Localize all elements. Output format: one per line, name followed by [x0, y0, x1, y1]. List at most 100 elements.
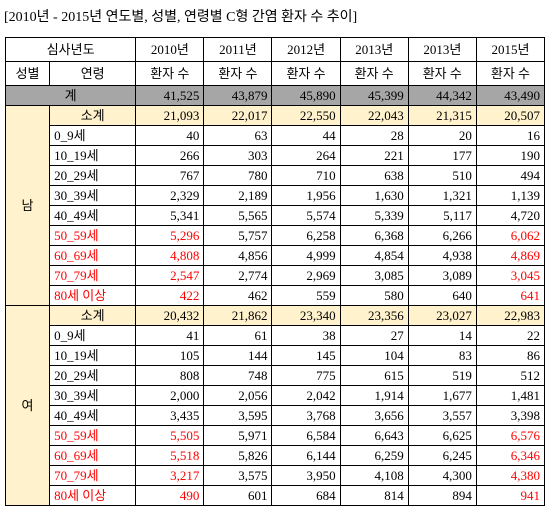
value-cell: 23,356 — [339, 305, 409, 326]
value-cell: 2,042 — [271, 385, 341, 406]
value-cell: 1,139 — [475, 185, 546, 206]
value-cell: 144 — [203, 345, 273, 366]
value-cell: 941 — [475, 485, 546, 506]
value-cell: 5,565 — [203, 205, 273, 226]
value-cell: 494 — [475, 165, 546, 186]
age-label: 40_49세 — [49, 205, 137, 226]
value-cell: 2,000 — [135, 385, 205, 406]
value-cell: 641 — [475, 285, 546, 306]
data-row: 70_79세 3,217 3,575 3,950 4,108 4,300 4,380 — [6, 465, 546, 486]
value-cell: 83 — [407, 345, 477, 366]
age-label: 70_79세 — [49, 265, 137, 286]
header-cell: 환자 수 — [135, 61, 205, 86]
value-cell: 177 — [407, 145, 477, 166]
data-row: 80세 이상 490 601 684 814 894 941 — [6, 485, 546, 506]
table: 심사년도 2010년 2011년 2012년 2013년 2013년 2015년 성별 연령 환자… — [4, 37, 546, 506]
subtotal-row: 여 소계 20,432 21,862 23,340 23,356 23,027 22,983 — [4, 305, 546, 506]
header-cell: 환자 수 — [271, 61, 341, 86]
value-cell: 767 — [135, 165, 205, 186]
value-cell: 519 — [407, 365, 477, 386]
age-label: 10_19세 — [49, 145, 137, 166]
value-cell: 6,245 — [407, 445, 477, 466]
value-cell: 2,056 — [203, 385, 273, 406]
age-label: 80세 이상 — [49, 485, 137, 506]
value-cell: 2,774 — [203, 265, 273, 286]
value-cell: 264 — [271, 145, 341, 166]
age-label: 60_69세 — [49, 245, 137, 266]
value-cell: 2,547 — [135, 265, 205, 286]
value-cell: 4,720 — [475, 205, 546, 226]
value-cell: 6,584 — [271, 425, 341, 446]
data-row: 80세 이상 422 462 559 580 640 641 — [6, 285, 546, 306]
sex-cell: 남 — [4, 105, 51, 306]
year-cell: 2010년 — [135, 37, 205, 62]
age-label: 소계 — [49, 305, 137, 326]
header-cell: 심사년도 — [4, 37, 137, 62]
data-row: 10_19세 105 144 145 104 83 86 — [6, 345, 546, 366]
total-value: 45,399 — [339, 85, 409, 106]
data-row: 60_69세 4,808 4,856 4,999 4,854 4,938 4,869 — [6, 245, 546, 266]
value-cell: 2,969 — [271, 265, 341, 286]
value-cell: 22,983 — [475, 305, 546, 326]
value-cell: 86 — [475, 345, 546, 366]
data-row: 50_59세 5,505 5,971 6,584 6,643 6,625 6,576 — [6, 425, 546, 446]
value-cell: 4,808 — [135, 245, 205, 266]
age-label: 0_9세 — [49, 125, 137, 146]
value-cell: 894 — [407, 485, 477, 506]
value-cell: 1,677 — [407, 385, 477, 406]
value-cell: 601 — [203, 485, 273, 506]
age-label: 50_59세 — [49, 425, 137, 446]
value-cell: 684 — [271, 485, 341, 506]
value-cell: 775 — [271, 365, 341, 386]
value-cell: 462 — [203, 285, 273, 306]
value-cell: 44 — [271, 125, 341, 146]
value-cell: 6,368 — [339, 225, 409, 246]
data-row: 20_29세 767 780 710 638 510 494 — [6, 165, 546, 186]
year-cell: 2013년 — [339, 37, 409, 62]
value-cell: 3,435 — [135, 405, 205, 426]
data-row: 60_69세 5,518 5,826 6,144 6,259 6,245 6,346 — [6, 445, 546, 466]
total-label: 계 — [4, 85, 137, 106]
value-cell: 615 — [339, 365, 409, 386]
value-cell: 5,505 — [135, 425, 205, 446]
value-cell: 61 — [203, 325, 273, 346]
value-cell: 145 — [271, 345, 341, 366]
value-cell: 4,300 — [407, 465, 477, 486]
value-cell: 2,329 — [135, 185, 205, 206]
age-label: 20_29세 — [49, 365, 137, 386]
value-cell: 20,507 — [475, 105, 546, 126]
value-cell: 3,768 — [271, 405, 341, 426]
value-cell: 3,656 — [339, 405, 409, 426]
value-cell: 41 — [135, 325, 205, 346]
value-cell: 27 — [339, 325, 409, 346]
header-cell: 환자 수 — [475, 61, 546, 86]
header-row: 성별 연령 환자 수 환자 수 환자 수 환자 수 환자 수 환자 수 — [4, 61, 546, 86]
value-cell: 638 — [339, 165, 409, 186]
age-label: 0_9세 — [49, 325, 137, 346]
value-cell: 1,481 — [475, 385, 546, 406]
value-cell: 6,643 — [339, 425, 409, 446]
age-label: 50_59세 — [49, 225, 137, 246]
value-cell: 6,144 — [271, 445, 341, 466]
data-row: 10_19세 266 303 264 221 177 190 — [6, 145, 546, 166]
age-label: 10_19세 — [49, 345, 137, 366]
value-cell: 4,108 — [339, 465, 409, 486]
year-cell: 2015년 — [475, 37, 546, 62]
value-cell: 2,189 — [203, 185, 273, 206]
age-label: 40_49세 — [49, 405, 137, 426]
data-row: 30_39세 2,000 2,056 2,042 1,914 1,677 1,481 — [6, 385, 546, 406]
value-cell: 221 — [339, 145, 409, 166]
value-cell: 4,856 — [203, 245, 273, 266]
value-cell: 63 — [203, 125, 273, 146]
value-cell: 23,340 — [271, 305, 341, 326]
value-cell: 21,862 — [203, 305, 273, 326]
value-cell: 22,043 — [339, 105, 409, 126]
value-cell: 6,625 — [407, 425, 477, 446]
data-row: 50_59세 5,296 5,757 6,258 6,368 6,266 6,062 — [6, 225, 546, 246]
value-cell: 808 — [135, 365, 205, 386]
value-cell: 4,938 — [407, 245, 477, 266]
value-cell: 5,296 — [135, 225, 205, 246]
age-label: 30_39세 — [49, 185, 137, 206]
value-cell: 6,346 — [475, 445, 546, 466]
